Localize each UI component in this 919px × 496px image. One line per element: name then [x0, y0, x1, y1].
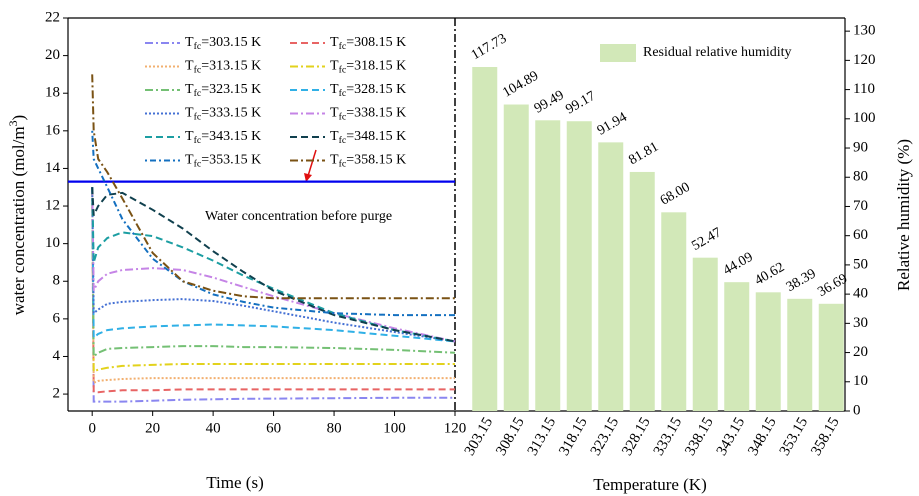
legend-swatch [600, 44, 636, 62]
legend-label: Tfc=318.15 K [330, 59, 406, 76]
x-tick-label: 40 [206, 420, 221, 436]
y-tick-label: 10 [45, 235, 60, 251]
y-tick-label: 80 [853, 169, 868, 185]
value-label: 81.81 [626, 139, 661, 168]
y-tick-label: 130 [853, 23, 876, 39]
value-label: 91.94 [595, 110, 630, 139]
x-axis-title: Temperature (K) [593, 475, 707, 494]
y-axis-title: water concentration (mol/m3) [6, 115, 28, 315]
value-label: 99.49 [532, 88, 567, 117]
x-tick-label: 308.15 [493, 415, 527, 459]
y-tick-label: 50 [853, 256, 868, 272]
y-tick-label: 2 [53, 386, 61, 402]
x-tick-label: 338.15 [682, 415, 716, 459]
y-tick-label: 110 [853, 81, 875, 97]
bar [724, 282, 750, 411]
arrow-head [304, 173, 312, 182]
y-tick-label: 8 [53, 273, 61, 289]
x-tick-label: 120 [444, 420, 467, 436]
x-tick-label: 80 [327, 420, 342, 436]
series-line [91, 187, 456, 343]
series-line [91, 187, 456, 359]
annotation-arrow [307, 149, 317, 177]
legend-label: Tfc=323.15 K [185, 82, 261, 99]
value-label: 104.89 [500, 69, 541, 101]
x-tick-label: 323.15 [588, 415, 622, 459]
y-tick-label: 90 [853, 139, 868, 155]
x-tick-label: 348.15 [745, 415, 779, 459]
legend-label: Tfc=348.15 K [330, 129, 406, 146]
series-line [91, 187, 456, 343]
legend-label: Tfc=333.15 K [185, 106, 261, 123]
legend-label: Tfc=338.15 K [330, 106, 406, 123]
y-tick-label: 22 [45, 9, 60, 25]
legend-label: Tfc=308.15 K [330, 35, 406, 52]
series-line [91, 187, 456, 343]
bar [503, 104, 529, 412]
series-line [91, 187, 455, 385]
legend-label: Tfc=358.15 K [330, 153, 406, 170]
series-line [91, 187, 455, 403]
bar [629, 171, 655, 411]
value-label: 99.17 [563, 89, 598, 118]
legend-label: Tfc=343.15 K [185, 129, 261, 146]
y-tick-label: 16 [45, 122, 61, 138]
series-line [91, 187, 455, 394]
x-tick-label: 353.15 [777, 415, 811, 459]
y-tick-label: 10 [853, 373, 868, 389]
y-tick-label: 0 [853, 402, 861, 418]
bar [818, 303, 844, 411]
y-tick-label: 14 [45, 160, 61, 176]
y-tick-label: 120 [853, 52, 876, 68]
bar [472, 67, 498, 411]
x-tick-label: 303.15 [462, 415, 496, 459]
y-tick-label: 60 [853, 227, 868, 243]
bar [755, 292, 781, 411]
x-tick-label: 333.15 [651, 415, 685, 459]
x-tick-label: 343.15 [714, 415, 748, 459]
y-tick-label: 20 [45, 47, 60, 63]
legend-label: Tfc=353.15 K [185, 153, 261, 170]
series-line [91, 74, 455, 300]
y-tick-label: 30 [853, 315, 868, 331]
value-label: 40.62 [752, 260, 787, 289]
value-label: 68.00 [658, 180, 693, 209]
bar [598, 142, 624, 411]
bar [566, 121, 592, 411]
annotation: Water concentration before purge [205, 209, 392, 224]
x-tick-label: 0 [88, 420, 96, 436]
x-axis-title: Time (s) [206, 473, 263, 492]
y-tick-label: 70 [853, 198, 868, 214]
y-tick-label: 12 [45, 197, 60, 213]
y-tick-label: 4 [53, 348, 61, 364]
value-label: 38.39 [784, 266, 819, 295]
x-tick-label: 313.15 [525, 415, 559, 459]
bar [535, 120, 561, 411]
bar [692, 257, 718, 411]
legend-label: Residual relative humidity [643, 45, 792, 60]
value-label: 52.47 [689, 225, 724, 254]
legend-label: Tfc=303.15 K [185, 35, 261, 52]
value-label: 44.09 [721, 250, 756, 279]
bar [661, 212, 687, 411]
y-axis-title: Relative humidity (%) [894, 139, 913, 291]
x-tick-label: 358.15 [808, 415, 842, 459]
x-tick-label: 328.15 [619, 415, 653, 459]
y-tick-label: 20 [853, 344, 868, 360]
y-tick-label: 40 [853, 286, 868, 302]
x-tick-label: 60 [266, 420, 281, 436]
series-line [91, 187, 455, 374]
value-label: 117.73 [469, 31, 509, 63]
x-tick-label: 100 [383, 420, 406, 436]
legend-label: Tfc=328.15 K [330, 82, 406, 99]
bar [787, 298, 813, 411]
y-tick-label: 6 [53, 310, 61, 326]
legend-label: Tfc=313.15 K [185, 59, 261, 76]
y-tick-label: 18 [45, 85, 60, 101]
y-tick-label: 100 [853, 110, 876, 126]
x-tick-label: 318.15 [556, 415, 590, 459]
x-tick-label: 20 [145, 420, 160, 436]
